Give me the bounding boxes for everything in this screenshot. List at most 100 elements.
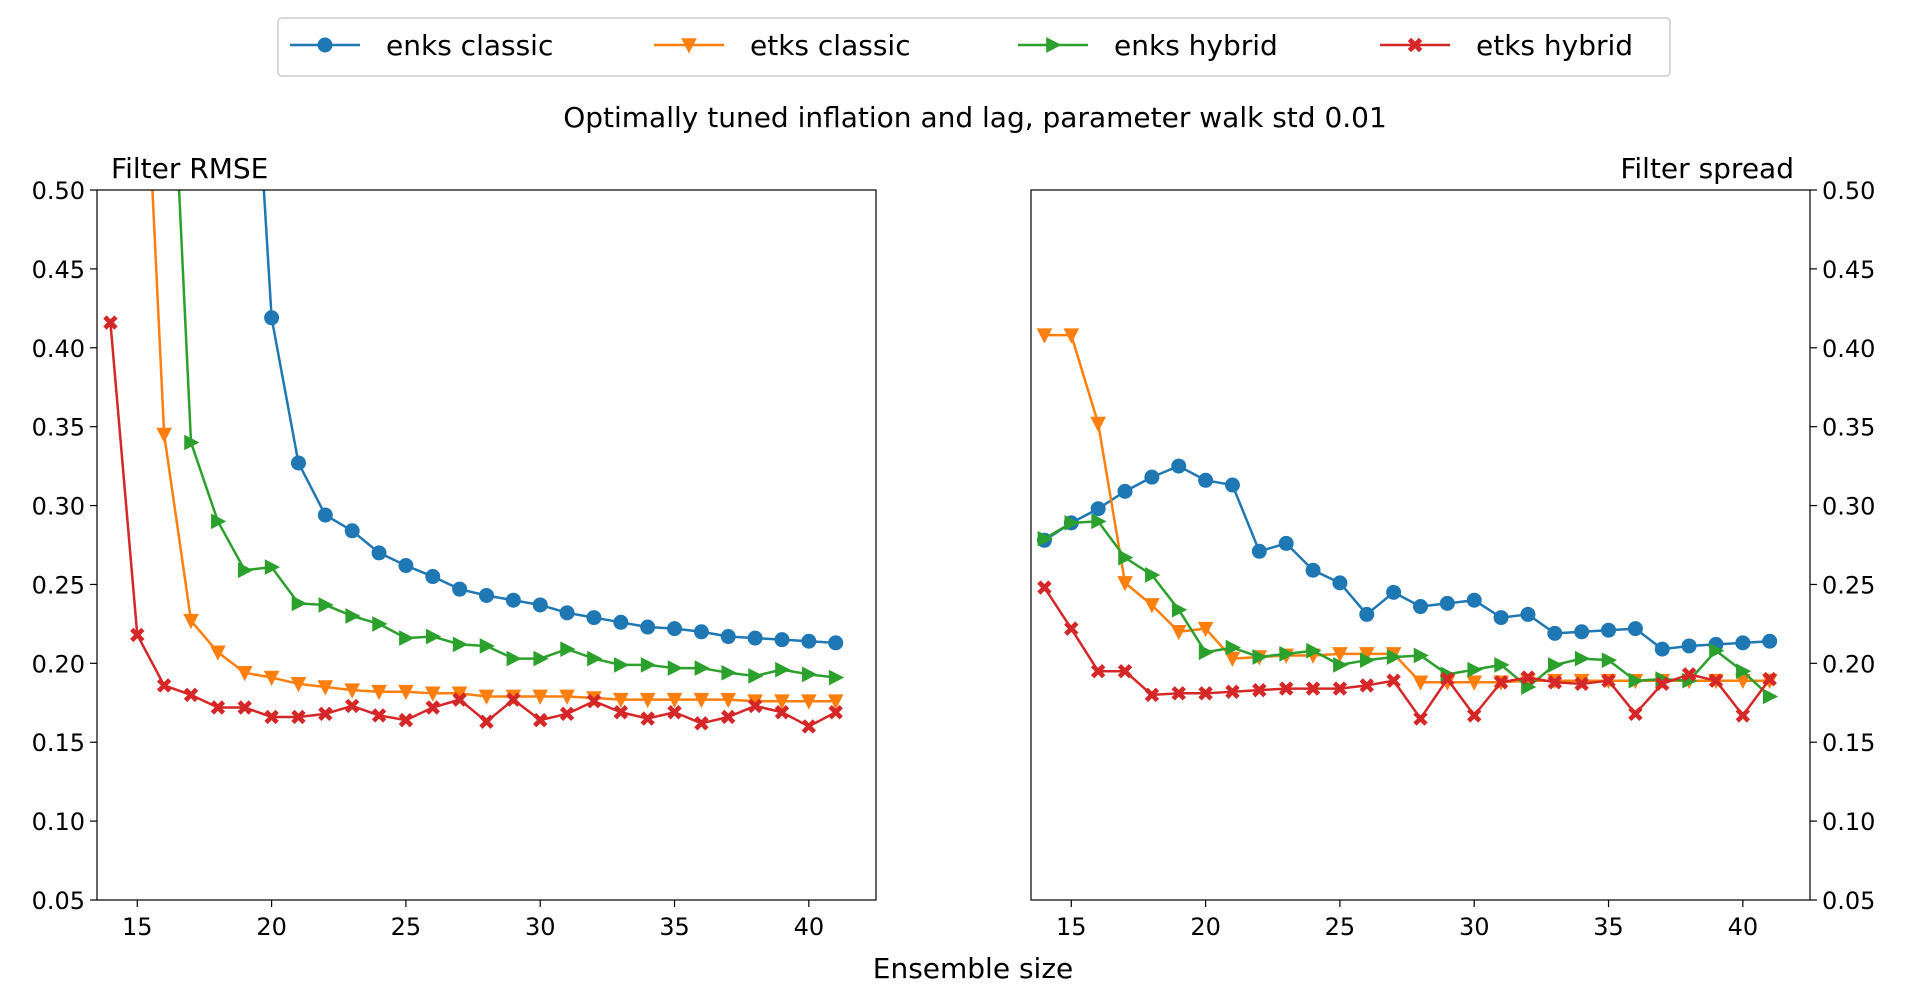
- spread-point-enks-classic: [1439, 595, 1455, 611]
- spread-point-enks-hybrid: [1574, 650, 1591, 667]
- rmse-point-etks-classic: [532, 689, 549, 705]
- rmse-point-enks-classic: [720, 629, 736, 645]
- rmse-y-tick-label: 0.50: [32, 177, 85, 205]
- rmse-point-enks-classic: [317, 507, 333, 523]
- rmse-point-enks-hybrid: [237, 562, 254, 579]
- rmse-point-enks-hybrid: [802, 666, 818, 683]
- rmse-x-tick-label: 40: [794, 913, 825, 941]
- spread-point-etks-hybrid: [1708, 673, 1724, 688]
- spread-point-etks-hybrid: [1198, 686, 1213, 701]
- rmse-line-enks-classic: [262, 190, 836, 645]
- rmse-y-tick-label: 0.45: [32, 256, 85, 284]
- rmse-point-etks-hybrid: [264, 709, 279, 725]
- spread-y-tick-label: 0.40: [1822, 335, 1875, 363]
- spread-point-etks-hybrid: [1601, 673, 1616, 688]
- rmse-y-tick-label: 0.15: [32, 729, 85, 757]
- spread-point-etks-hybrid: [1467, 708, 1482, 723]
- rmse-point-etks-hybrid: [828, 705, 843, 720]
- rmse-point-etks-classic: [263, 670, 280, 686]
- rmse-point-etks-hybrid: [559, 706, 575, 722]
- rmse-point-etks-hybrid: [586, 693, 602, 709]
- spread-point-etks-hybrid: [1762, 671, 1777, 687]
- spread-point-enks-classic: [1144, 469, 1160, 485]
- spread-point-etks-hybrid: [1493, 675, 1509, 690]
- rmse-point-etks-hybrid: [156, 678, 172, 693]
- spread-point-etks-classic: [1170, 624, 1187, 641]
- rmse-point-etks-hybrid: [747, 698, 763, 714]
- spread-panel: Filter spread 15 20 25 30 35 40 0.05 0.10 0.15 0.…: [1030, 152, 1875, 941]
- spread-point-etks-hybrid: [1413, 711, 1428, 726]
- spread-point-enks-hybrid: [1601, 652, 1617, 668]
- rmse-point-enks-classic: [828, 635, 844, 651]
- rmse-point-enks-hybrid: [533, 650, 549, 667]
- spread-point-enks-classic: [1224, 477, 1240, 493]
- spread-point-enks-classic: [1198, 472, 1214, 488]
- rmse-point-etks-classic: [317, 680, 334, 696]
- rmse-point-enks-hybrid: [694, 660, 710, 676]
- spread-x-tick-label: 15: [1056, 913, 1087, 941]
- spread-point-etks-hybrid: [1225, 684, 1240, 699]
- rmse-point-etks-hybrid: [344, 698, 360, 714]
- spread-point-etks-hybrid: [1144, 687, 1160, 703]
- spread-point-enks-hybrid: [1628, 672, 1644, 689]
- spread-point-enks-classic: [1251, 543, 1267, 559]
- spread-y-tick-label: 0.20: [1822, 650, 1875, 678]
- spread-y-tick-label: 0.15: [1822, 729, 1875, 757]
- rmse-point-enks-classic: [801, 633, 817, 649]
- spread-point-enks-hybrid: [1252, 649, 1268, 665]
- rmse-point-enks-hybrid: [667, 660, 683, 676]
- spread-point-enks-classic: [1627, 621, 1643, 637]
- rmse-x-tick-label: 20: [256, 913, 287, 941]
- spread-point-enks-hybrid: [1736, 663, 1752, 680]
- rmse-point-etks-classic: [478, 689, 495, 705]
- spread-point-etks-classic: [1197, 621, 1214, 638]
- rmse-point-etks-hybrid: [318, 706, 333, 722]
- rmse-point-etks-hybrid: [452, 692, 467, 707]
- legend-label-enks-classic: enks classic: [386, 29, 553, 62]
- rmse-point-etks-classic: [210, 645, 226, 661]
- rmse-point-etks-hybrid: [210, 700, 226, 715]
- spread-point-etks-hybrid: [1574, 676, 1589, 692]
- rmse-point-enks-hybrid: [479, 638, 495, 654]
- spread-point-enks-classic: [1117, 483, 1133, 499]
- spread-x-tick-label: 35: [1593, 913, 1624, 941]
- spread-point-enks-classic: [1654, 641, 1670, 657]
- rmse-point-etks-classic: [156, 427, 172, 444]
- legend-marker-enks-classic: [317, 37, 333, 53]
- spread-point-enks-hybrid: [1198, 644, 1215, 661]
- spread-series-etks-classic: [1036, 328, 1778, 691]
- rmse-point-etks-hybrid: [721, 709, 736, 725]
- rmse-point-etks-classic: [639, 692, 656, 709]
- rmse-point-etks-hybrid: [183, 687, 199, 703]
- spread-point-enks-hybrid: [1413, 647, 1429, 664]
- spread-point-etks-hybrid: [1090, 664, 1106, 679]
- rmse-point-enks-hybrid: [318, 597, 334, 613]
- spread-point-enks-classic: [1466, 592, 1482, 608]
- spread-point-enks-hybrid: [1091, 513, 1107, 530]
- spread-point-etks-classic: [1412, 675, 1429, 691]
- spread-point-enks-hybrid: [1306, 642, 1322, 659]
- spread-point-enks-classic: [1413, 599, 1428, 615]
- rmse-point-enks-classic: [344, 523, 360, 539]
- spread-y-tick-label: 0.05: [1822, 887, 1875, 915]
- rmse-point-etks-classic: [774, 694, 790, 710]
- spread-point-enks-classic: [1493, 610, 1509, 626]
- rmse-point-etks-hybrid: [533, 712, 548, 728]
- spread-line-etks-classic: [1044, 333, 1770, 684]
- spread-point-etks-hybrid: [1735, 708, 1751, 723]
- spread-y-tick-label: 0.50: [1822, 177, 1875, 205]
- spread-point-etks-hybrid: [1064, 621, 1079, 636]
- rmse-point-etks-hybrid: [130, 627, 145, 643]
- rmse-series-etks-hybrid: [103, 315, 843, 734]
- rmse-series-etks-classic: [151, 190, 844, 710]
- spread-point-etks-hybrid: [1655, 676, 1670, 692]
- spread-point-enks-classic: [1520, 606, 1536, 622]
- rmse-point-etks-classic: [559, 689, 575, 705]
- legend-label-etks-classic: etks classic: [750, 29, 911, 62]
- rmse-point-enks-hybrid: [560, 641, 576, 657]
- spread-y-tick-label: 0.45: [1822, 256, 1875, 284]
- spread-point-enks-classic: [1305, 562, 1321, 578]
- rmse-point-enks-classic: [425, 569, 441, 585]
- spread-point-enks-hybrid: [1494, 657, 1510, 673]
- rmse-y-tick-label: 0.25: [32, 571, 85, 599]
